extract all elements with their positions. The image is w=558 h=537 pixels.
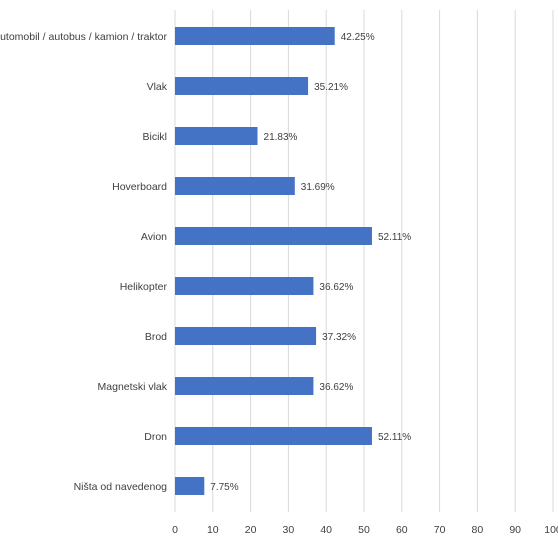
category-label: Helikopter — [120, 281, 168, 293]
x-tick-label: 80 — [472, 524, 484, 536]
bar — [175, 277, 314, 295]
x-tick-label: 20 — [245, 524, 257, 536]
category-label: Bicikl — [142, 131, 167, 143]
x-tick-label: 10 — [207, 524, 219, 536]
x-tick-label: 0 — [172, 524, 178, 536]
x-tick-labels: 0 10 20 30 40 50 60 70 80 90 100 — [172, 524, 558, 536]
x-tick-label: 70 — [434, 524, 446, 536]
bar — [175, 477, 205, 495]
data-label: 7.75% — [210, 482, 238, 493]
bar — [175, 427, 372, 445]
data-label: 35.21% — [314, 82, 348, 93]
category-label: Dron — [144, 431, 167, 443]
data-label: 31.69% — [301, 182, 335, 193]
data-labels: 42.25% 35.21% 21.83% 31.69% 52.11% 36.62% 37.3… — [210, 32, 411, 493]
category-label: Magnetski vlak — [98, 381, 168, 393]
bar — [175, 27, 335, 45]
x-tick-label: 100 — [544, 524, 558, 536]
data-label: 52.11% — [378, 432, 411, 443]
category-label: Vlak — [147, 81, 168, 93]
category-label: Brod — [145, 331, 167, 343]
bar — [175, 327, 317, 345]
bar — [175, 227, 372, 245]
x-tick-label: 40 — [320, 524, 332, 536]
data-label: 37.32% — [322, 332, 356, 343]
bar — [175, 127, 258, 145]
data-label: 36.62% — [319, 382, 353, 393]
category-label: Automobil / autobus / kamion / traktor — [0, 31, 167, 43]
data-label: 21.83% — [264, 132, 298, 143]
data-label: 52.11% — [378, 232, 411, 243]
x-tick-label: 50 — [358, 524, 370, 536]
category-label: Hoverboard — [112, 181, 167, 193]
x-tick-label: 90 — [509, 524, 521, 536]
data-label: 42.25% — [341, 32, 375, 43]
x-tick-label: 60 — [396, 524, 408, 536]
bar — [175, 77, 309, 95]
x-tick-label: 30 — [283, 524, 295, 536]
category-label: Ništa od navedenog — [74, 481, 168, 493]
bar — [175, 177, 295, 195]
category-labels: Automobil / autobus / kamion / traktor Vl… — [0, 31, 168, 493]
bar — [175, 377, 314, 395]
category-label: Avion — [141, 231, 167, 243]
data-label: 36.62% — [319, 282, 353, 293]
bars — [175, 27, 372, 495]
